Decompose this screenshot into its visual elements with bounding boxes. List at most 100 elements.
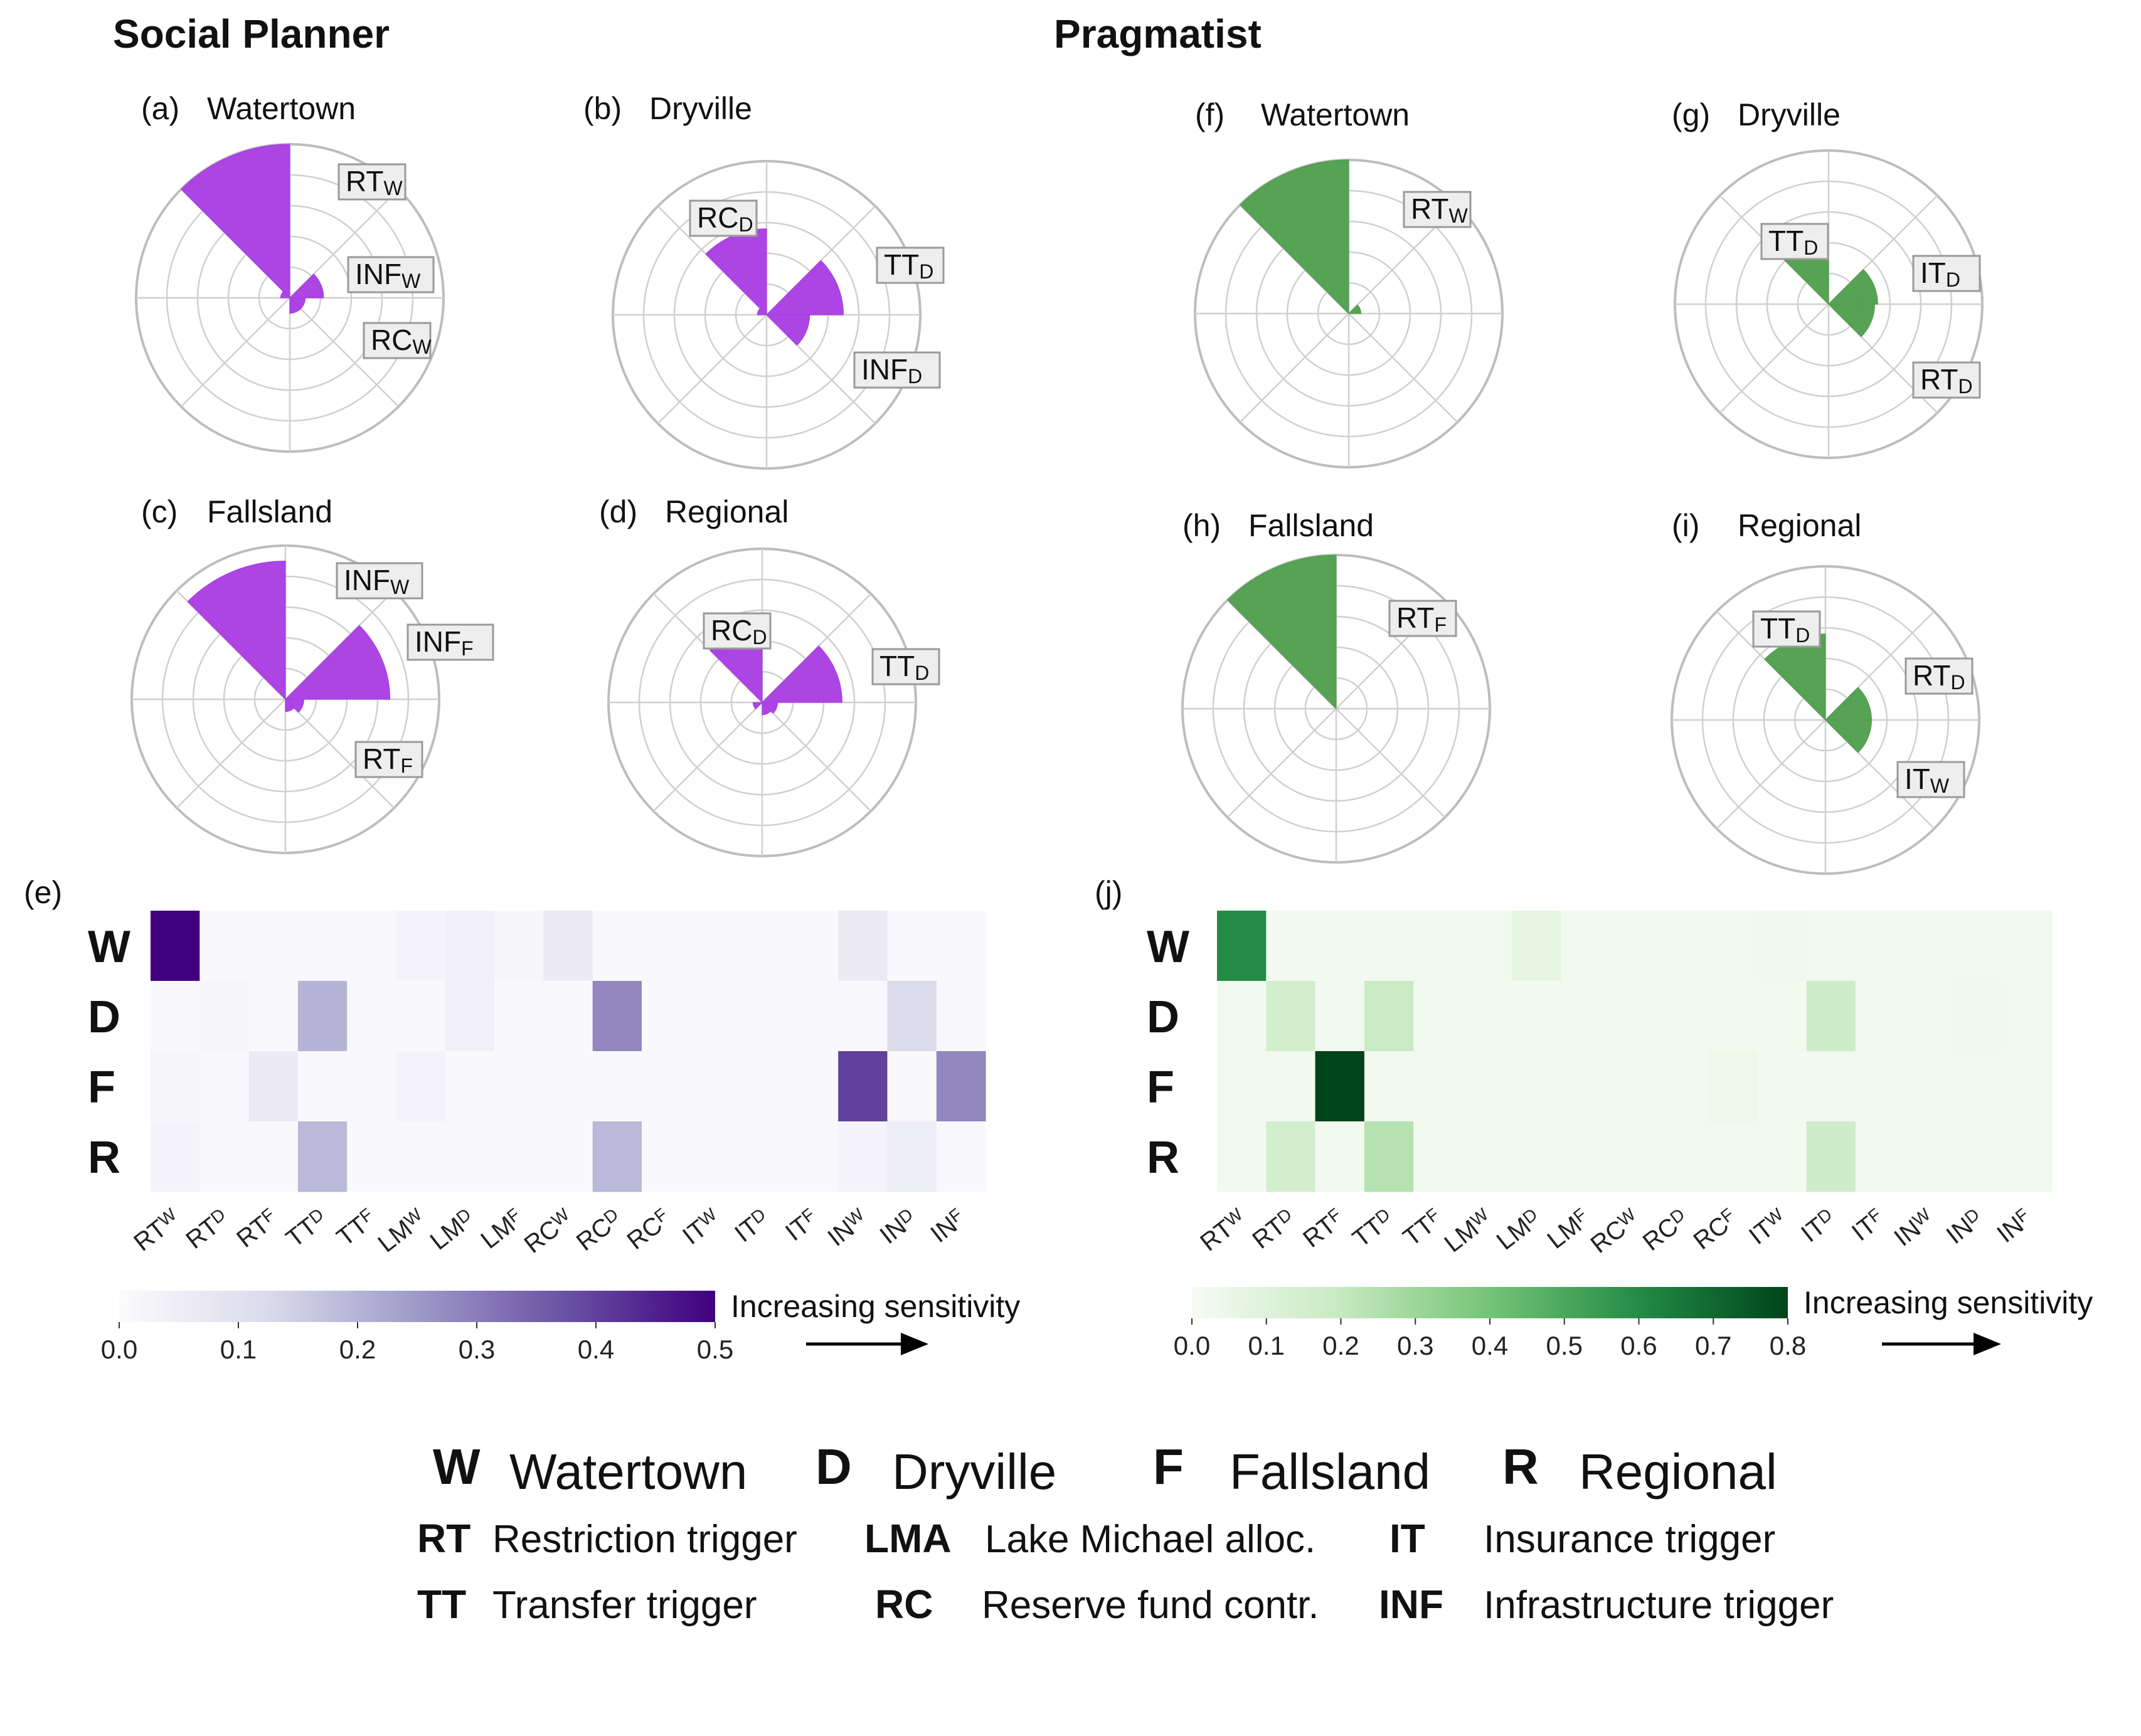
heatmap-cell [347, 1121, 396, 1192]
column-label-ind: IND [875, 1204, 922, 1249]
polar-panel-g-dryville: (g) Dryville TTD ITD RTD [1672, 97, 1984, 459]
panel-title: Regional [1738, 508, 1861, 543]
polar-label-rtf: RTF [354, 741, 423, 778]
polar-label-rtd: RTD [1912, 361, 1981, 399]
heatmap-cell [396, 981, 446, 1052]
heatmap-cell [936, 1121, 986, 1192]
heatmap-cell [1315, 981, 1365, 1052]
column-label-rcd: RCD [571, 1204, 627, 1256]
panel-title: Dryville [1738, 97, 1841, 132]
heatmap-cell [691, 1051, 741, 1122]
heatmap-cell [642, 911, 691, 982]
heatmap-cell [1855, 981, 1905, 1052]
row-label-d: D [88, 992, 120, 1042]
heatmap-cell [887, 1121, 937, 1192]
heatmap-cell [740, 911, 790, 982]
legend-name: Restriction trigger [492, 1518, 797, 1561]
label-text: TTD [1760, 612, 1810, 647]
legend-abbr: D [815, 1439, 852, 1495]
label-box [1403, 191, 1472, 228]
heatmap-cell [199, 1121, 250, 1192]
heatmap-cell [1905, 981, 1954, 1052]
heatmap-cell [248, 911, 299, 982]
heatmap-cell [445, 1121, 495, 1192]
heatmap-cell [1315, 1121, 1365, 1192]
column-label-lmf: LMF [475, 1204, 528, 1254]
heatmap-cell [1266, 981, 1316, 1052]
polar-spoke [1336, 708, 1446, 818]
heatmap-cell [199, 1051, 250, 1122]
colorbar-tick-label: 0.2 [1322, 1331, 1359, 1360]
label-box [703, 612, 772, 650]
column-label-itf: ITF [1847, 1204, 1890, 1246]
label-text: INFF [415, 625, 474, 660]
heatmap-cell [445, 1051, 495, 1122]
heatmap-cell [347, 981, 396, 1052]
legend-name: Regional [1579, 1444, 1777, 1500]
panel-letter: (g) [1672, 97, 1710, 132]
heatmap-cell [592, 1121, 642, 1192]
polar-bar [752, 702, 763, 710]
polar-spoke [762, 702, 872, 812]
heatmap-cell [1364, 1051, 1414, 1122]
heatmap-cell [740, 981, 790, 1052]
heatmap-cell [642, 981, 691, 1052]
heatmap-cell [494, 1051, 544, 1122]
heatmap-cell [1905, 1121, 1954, 1192]
legend-name: Watertown [509, 1444, 747, 1500]
heatmap-cell [1364, 981, 1414, 1052]
heatmap-cell [347, 1051, 396, 1122]
legend-action-restriction-trigger: RT Restriction trigger [417, 1516, 797, 1561]
heatmap-cell [592, 1051, 642, 1122]
column-label-inf: INF [1992, 1204, 2037, 1248]
polar-spoke [1226, 708, 1337, 818]
row-label-f: F [88, 1062, 115, 1113]
heatmap-cell [494, 911, 544, 982]
polar-spoke [176, 699, 286, 809]
panel-letter: (i) [1672, 508, 1699, 543]
heatmap-cell [543, 981, 593, 1052]
heatmap-cell [936, 1051, 986, 1122]
label-text: RTF [363, 743, 413, 777]
heatmap-cell [494, 1121, 544, 1192]
polar-spoke [1716, 719, 1826, 830]
panel-letter: (f) [1195, 97, 1225, 132]
polar-panel-h-fallsland: (h) Fallsland RTF [1181, 508, 1491, 864]
heatmap-cell [543, 1121, 593, 1192]
polar-spoke [657, 314, 767, 425]
label-text: INFW [355, 258, 421, 292]
label-text: RCW [371, 324, 432, 358]
label-box [1760, 223, 1829, 260]
polar-panels: (a) Watertown RTW INFW RCW (b) Dryville RCD TTD I… [130, 91, 1984, 875]
heatmap-cell [1217, 911, 1267, 982]
column-label-lmw: LMW [1439, 1204, 1497, 1258]
polar-bar [761, 702, 778, 714]
heatmap-cell [1217, 1051, 1267, 1122]
heatmap-cell [838, 1051, 888, 1122]
column-label-rtd: RTD [181, 1204, 234, 1254]
heatmap-cell [1806, 1121, 1856, 1192]
label-text: RTD [1920, 363, 1973, 398]
polar-label-ttd: TTD [876, 246, 945, 284]
column-label-ind: IND [1942, 1204, 1989, 1249]
panel-letter: (b) [583, 91, 622, 126]
heatmap-cell [396, 1121, 446, 1192]
heatmap-cell [789, 911, 839, 982]
polar-label-rcw: RCW [363, 322, 432, 359]
heatmap-cell [1561, 911, 1610, 982]
heatmap-cell [1462, 1051, 1512, 1122]
header-pragmatist: Pragmatist [1054, 11, 1262, 56]
heatmap-cell [1953, 1121, 2004, 1192]
label-text: RCD [697, 201, 753, 236]
heatmap-cell [1855, 1051, 1905, 1122]
heatmap-cell [1953, 1051, 2004, 1122]
polar-bar [289, 273, 324, 299]
polar-spoke [289, 297, 400, 408]
legend-action-insurance-trigger: IT Insurance trigger [1389, 1516, 1775, 1561]
legend-abbr: F [1153, 1439, 1184, 1495]
label-text: RTW [1411, 193, 1469, 227]
legend-abbr: INF [1379, 1582, 1443, 1627]
heatmap-cell [248, 1121, 299, 1192]
heatmap-cell [543, 911, 593, 982]
